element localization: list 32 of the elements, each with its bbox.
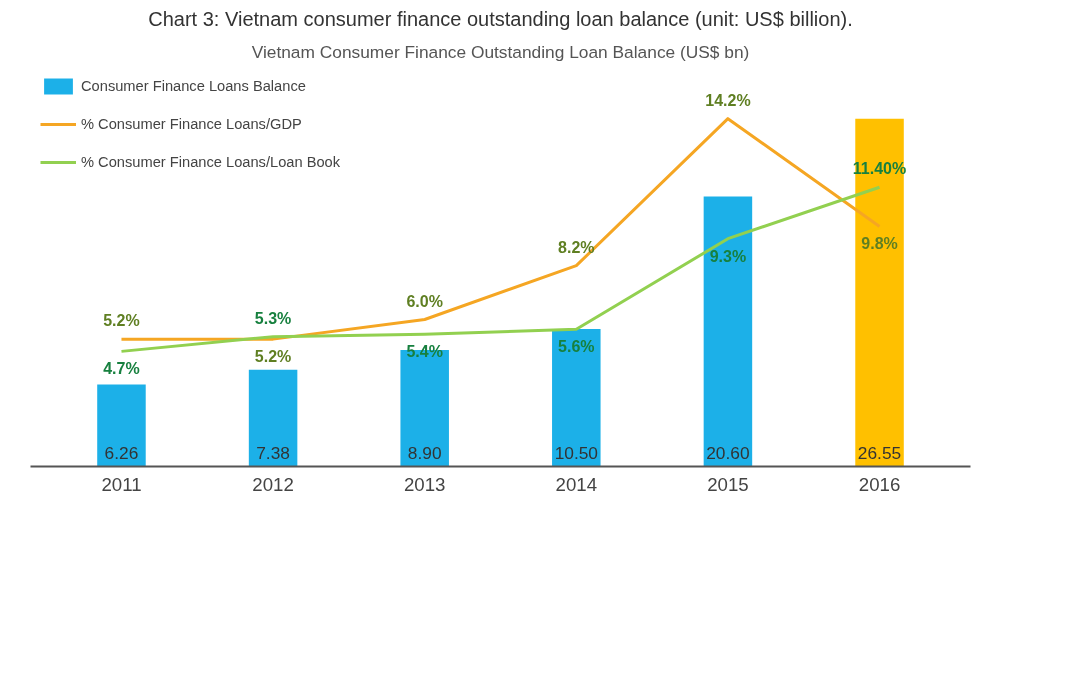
data-label: 14.2% xyxy=(705,91,751,109)
data-label: 10.50 xyxy=(554,442,598,463)
bar xyxy=(703,196,753,467)
data-label: 7.38 xyxy=(256,442,290,463)
legend-label: % Consumer Finance Loans/GDP xyxy=(81,116,302,132)
bar xyxy=(855,118,904,467)
data-label: 9.8% xyxy=(861,235,898,253)
x-tick-label: 2014 xyxy=(555,473,598,495)
x-tick-label: 2011 xyxy=(101,473,142,495)
caption: Chart 3: Vietnam consumer finance outstanding loan balance (unit: US$ billion). xyxy=(148,7,853,30)
data-label: 4.7% xyxy=(103,360,140,378)
legend-label: Consumer Finance Loans Balance xyxy=(81,78,306,94)
legend-label: % Consumer Finance Loans/Loan Book xyxy=(81,154,341,170)
x-tick-label: 2015 xyxy=(707,473,749,495)
data-label: 20.60 xyxy=(706,442,750,463)
bar xyxy=(97,384,146,467)
bar xyxy=(552,328,601,467)
data-label: 9.3% xyxy=(709,247,747,265)
data-label: 26.55 xyxy=(857,442,902,463)
data-label: 6.26 xyxy=(104,442,139,463)
data-label: 8.90 xyxy=(407,442,442,463)
x-tick-label: 2012 xyxy=(252,473,294,495)
data-label: 5.2% xyxy=(254,348,292,366)
data-label: 5.6% xyxy=(558,338,595,356)
x-tick-label: 2013 xyxy=(403,473,446,495)
data-label: 8.2% xyxy=(558,238,595,256)
data-label: 5.3% xyxy=(254,309,292,327)
data-label: 6.0% xyxy=(406,292,443,310)
x-tick-label: 2016 xyxy=(858,473,901,495)
data-label: 5.2% xyxy=(103,312,140,330)
bar xyxy=(248,369,298,467)
chart-title: Vietnam Consumer Finance Outstanding Loan Balance (US$ bn) xyxy=(251,41,750,62)
